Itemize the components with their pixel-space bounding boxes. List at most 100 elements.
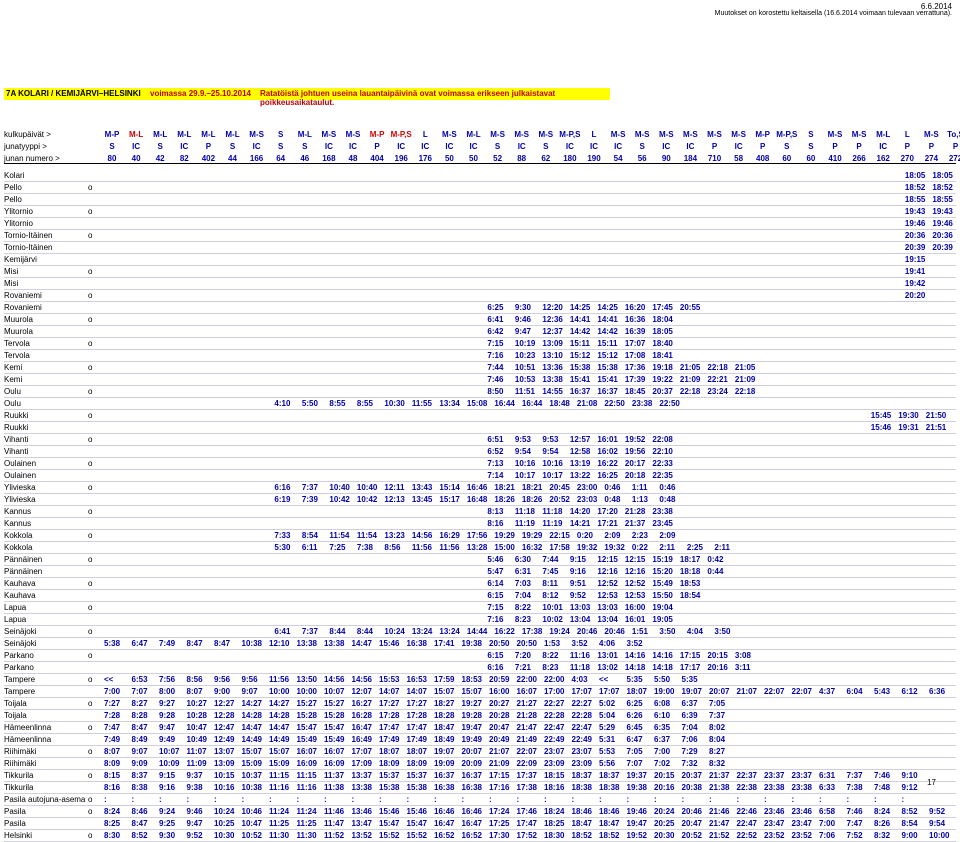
- time-cell: 8:38: [132, 782, 148, 793]
- time-cell: 14:07: [379, 686, 399, 697]
- time-cell: 19:46: [932, 218, 952, 229]
- time-cell: 11:24: [297, 806, 317, 817]
- time-cell: 5:47: [487, 566, 503, 577]
- time-cell: 13:46: [352, 806, 372, 817]
- time-cell: 7:06: [819, 830, 835, 841]
- station-name: Ylivieska: [4, 482, 36, 493]
- time-cell: 15:50: [652, 590, 672, 601]
- time-cell: 4:06: [599, 638, 615, 649]
- time-cell: 11:55: [412, 398, 432, 409]
- time-cell: 6:37: [654, 734, 670, 745]
- time-cell: 15:41: [597, 374, 617, 385]
- time-cell: 16:47: [462, 818, 482, 829]
- header-cell: M-P,S: [558, 130, 582, 139]
- time-cell: 15:14: [439, 482, 459, 493]
- time-cell: 12:49: [214, 734, 234, 745]
- time-cell: 16:38: [407, 638, 427, 649]
- time-cell: 18:25: [544, 818, 564, 829]
- arrival-marker: o: [88, 674, 92, 685]
- time-cell: 7:49: [104, 734, 120, 745]
- time-cell: 11:16: [269, 782, 289, 793]
- time-cell: 12:11: [384, 482, 404, 493]
- station-name: Ylivieska: [4, 494, 36, 505]
- time-cell: 20:15: [654, 770, 674, 781]
- station-name: Tikkurila: [4, 770, 33, 781]
- header-cell: 48: [341, 154, 365, 163]
- time-cell: 5:29: [599, 722, 615, 733]
- header-cell: M-L: [462, 130, 486, 139]
- header-cell: IC: [437, 142, 461, 151]
- time-cell: 20:30: [654, 830, 674, 841]
- time-cell: 10:47: [187, 722, 207, 733]
- time-cell: :: [187, 794, 190, 805]
- time-cell: 15:07: [462, 686, 482, 697]
- time-cell: 19:15: [905, 254, 925, 265]
- time-cell: 13:07: [214, 746, 234, 757]
- time-cell: 18:05: [932, 170, 952, 181]
- time-cell: 7:04: [682, 722, 698, 733]
- time-cell: 6:15: [487, 650, 503, 661]
- time-cell: 11:47: [324, 818, 344, 829]
- time-cell: 11:19: [515, 518, 535, 529]
- time-cell: 16:47: [434, 818, 454, 829]
- time-cell: 14:47: [269, 722, 289, 733]
- time-cell: 9:10: [902, 770, 918, 781]
- time-cell: 12:15: [597, 554, 617, 565]
- header-cell: S: [269, 130, 293, 139]
- time-cell: 17:16: [489, 782, 509, 793]
- time-cell: 5:35: [682, 674, 698, 685]
- time-cell: 6:47: [627, 734, 643, 745]
- row-label: kulkupäivät >: [4, 130, 51, 139]
- time-cell: 15:28: [297, 710, 317, 721]
- time-cell: 19:09: [434, 758, 454, 769]
- time-cell: <<: [104, 674, 113, 685]
- time-cell: 7:46: [874, 770, 890, 781]
- header-cell: M-S: [606, 130, 630, 139]
- arrival-marker: o: [88, 182, 92, 193]
- time-cell: 6:42: [487, 326, 503, 337]
- time-cell: 18:47: [434, 722, 454, 733]
- header-cell: M-P,S: [389, 130, 413, 139]
- time-cell: 20:47: [489, 722, 509, 733]
- time-cell: 17:15: [680, 650, 700, 661]
- time-cell: 23:38: [652, 506, 672, 517]
- station-name: Parkano: [4, 662, 34, 673]
- time-cell: 18:05: [905, 170, 925, 181]
- header-cell: M-S: [847, 130, 871, 139]
- time-cell: 15:37: [407, 770, 427, 781]
- time-cell: 13:02: [597, 662, 617, 673]
- header-cell: IC: [727, 142, 751, 151]
- time-cell: 10:38: [242, 638, 262, 649]
- station-times: 20:20: [104, 290, 956, 301]
- time-cell: 6:58: [819, 806, 835, 817]
- time-cell: 18:40: [652, 338, 672, 349]
- time-cell: 9:09: [132, 758, 148, 769]
- time-cell: 8:23: [542, 662, 558, 673]
- time-cell: 16:01: [625, 614, 645, 625]
- time-cell: 6:08: [654, 698, 670, 709]
- time-cell: 10:52: [242, 830, 262, 841]
- time-cell: 20:16: [654, 782, 674, 793]
- header-cell: 408: [751, 154, 775, 163]
- header-cell: IC: [654, 142, 678, 151]
- station-name: Pasila: [4, 806, 26, 817]
- time-cell: 15:49: [297, 734, 317, 745]
- time-cell: :: [242, 794, 245, 805]
- time-cell: 18:26: [522, 494, 542, 505]
- time-cell: 7:39: [302, 494, 318, 505]
- time-cell: 19:46: [905, 218, 925, 229]
- time-cell: 18:45: [625, 386, 645, 397]
- station-name: Oulu: [4, 398, 21, 409]
- time-cell: 11:09: [187, 758, 207, 769]
- time-cell: 8:22: [515, 602, 531, 613]
- station-name: Ylitornio: [4, 218, 33, 229]
- header-cell: IC: [413, 142, 437, 151]
- time-cell: 11:51: [515, 386, 535, 397]
- time-cell: 12:53: [597, 590, 617, 601]
